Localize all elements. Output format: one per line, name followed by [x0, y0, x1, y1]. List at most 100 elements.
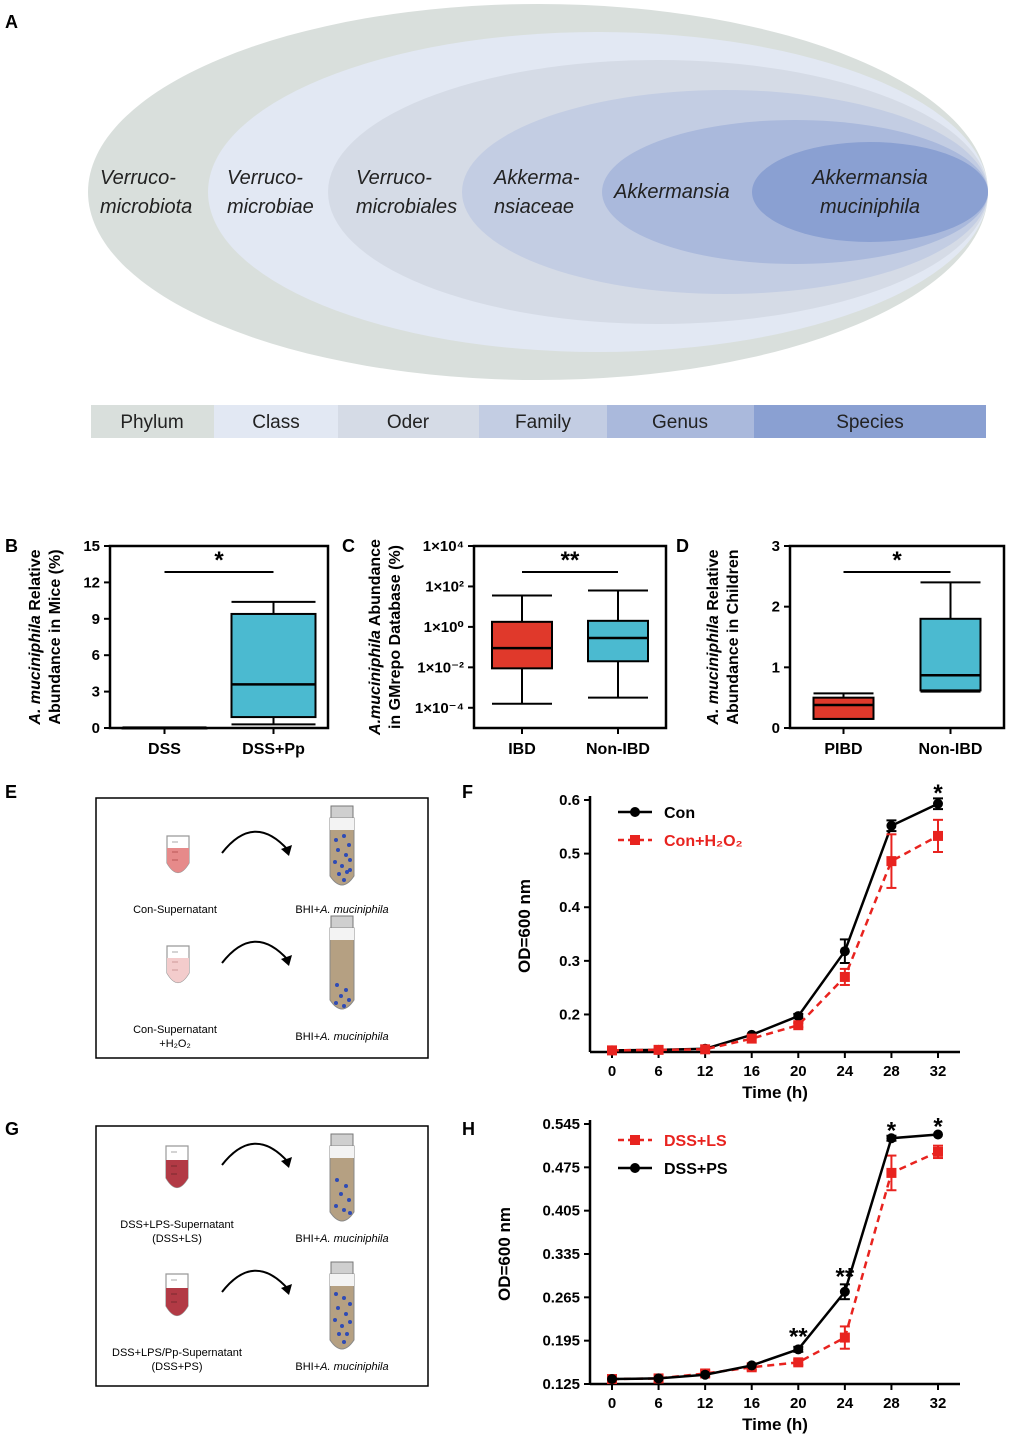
x-tick-label: DSS: [148, 741, 181, 758]
significance-marker: **: [561, 547, 580, 574]
y-tick-label: 0.125: [542, 1376, 580, 1393]
x-tick-label: 16: [743, 1395, 760, 1412]
data-point: [653, 1373, 664, 1384]
y-tick-label: 0.6: [559, 792, 580, 809]
rank-cell-genus: [607, 405, 754, 438]
rank-label-class: Class: [252, 412, 300, 433]
y-axis-label-line2: in GMrepo Database (%): [387, 545, 404, 729]
chart-b: 0 3 6 9 12 15 DSS DSS+Pp * A. muciniphila Relativ…: [27, 538, 330, 758]
rank-label-species: Species: [836, 412, 904, 433]
data-point: [886, 1167, 897, 1178]
panel-label-b: B: [5, 536, 18, 556]
x-tick-label: 6: [654, 1063, 662, 1080]
data-point: [607, 1045, 617, 1056]
label-g-left2-line2: (DSS+PS): [151, 1361, 202, 1373]
legend-label: Con+H₂O₂: [664, 833, 743, 850]
y-axis-label-rest: Relative: [27, 549, 44, 615]
chart-h: 0.125 0.195 0.265 0.335 0.405 0.475 0.545 0 6 12 1…: [495, 1114, 960, 1434]
legend-marker: [630, 835, 640, 845]
label-g-right2-species: A. muciniphila: [319, 1361, 388, 1373]
arrow-e2: [221, 940, 289, 964]
y-tick-label: 1×10⁴: [423, 538, 464, 555]
data-point: [839, 946, 850, 957]
x-tick-label: 28: [883, 1063, 900, 1080]
y-axis-label-rest: Relative: [705, 549, 722, 615]
y-tick-label: 6: [92, 647, 100, 664]
y-tick-label: 1: [772, 659, 780, 676]
data-point: [793, 1011, 804, 1022]
chart-c: 1×10⁻⁴ 1×10⁻² 1×10⁰ 1×10² 1×10⁴ IBD Non-IBD ** A…: [367, 538, 668, 758]
significance-marker: **: [836, 1263, 855, 1290]
tube-con-supernatant: [166, 835, 190, 874]
rank-cell-phylum: [91, 405, 214, 438]
y-tick-label: 0.195: [542, 1333, 580, 1350]
box: [812, 696, 875, 720]
box: [919, 617, 982, 692]
data-point: [793, 1357, 804, 1368]
arrow-e1: [221, 830, 289, 854]
series-line: [611, 1150, 939, 1381]
data-point: [746, 1360, 757, 1371]
schematic-e-frame: [95, 797, 429, 1059]
taxon-species-line2: muciniphila: [820, 196, 920, 218]
taxon-species-line1: Akkermansia: [811, 167, 928, 189]
y-tick-label: 3: [92, 684, 100, 701]
data-point: [933, 830, 943, 841]
label-g-right1-prefix: BHI+: [295, 1233, 320, 1245]
significance-marker: *: [214, 547, 224, 574]
significance-marker: *: [933, 1114, 943, 1141]
panel-label-h: H: [462, 1119, 475, 1139]
label-e-right1-prefix: BHI+: [295, 904, 320, 916]
y-tick-label: 0.545: [542, 1116, 580, 1133]
panel-label-d: D: [676, 536, 689, 556]
box: [491, 620, 553, 670]
y-tick-label: 1×10⁻⁴: [415, 700, 464, 717]
x-tick-label: Non-IBD: [586, 741, 650, 758]
x-tick-label: 20: [790, 1395, 807, 1412]
data-point: [933, 1129, 943, 1140]
rank-cell-class: [214, 405, 338, 438]
y-tick-label: 2: [772, 599, 780, 616]
legend-label: DSS+PS: [664, 1161, 728, 1178]
rank-label-genus: Genus: [652, 412, 708, 433]
x-tick-label: 6: [654, 1395, 662, 1412]
plot-frame: [788, 544, 1006, 730]
panel-label-a: A: [5, 12, 18, 32]
series-line: [611, 1133, 939, 1381]
arrow-g1: [221, 1142, 289, 1166]
x-tick-label: DSS+Pp: [242, 741, 305, 758]
y-tick-label: 15: [83, 538, 100, 555]
arrow-head-g1: [281, 1157, 292, 1168]
label-g-right2: BHI+A. muciniphila: [295, 1361, 388, 1373]
chart-f: 0.2 0.3 0.4 0.5 0.6 0 6 12 16 20 24 28 32 Time (h) OD=…: [515, 780, 960, 1102]
label-g-right1: BHI+A. muciniphila: [295, 1233, 388, 1245]
rank-cell-order: [338, 405, 479, 438]
y-tick-label: 0.405: [542, 1203, 580, 1220]
series-line: [611, 834, 939, 1052]
taxon-family-line1: Akkerma-: [493, 167, 580, 189]
x-tick-label: 32: [930, 1395, 947, 1412]
label-e-left2-line1: Con-Supernatant: [133, 1024, 217, 1036]
panel-label-e: E: [5, 782, 17, 802]
data-point: [653, 1044, 664, 1055]
y-axis-label: OD=600 nm: [515, 879, 534, 973]
y-tick-label: 0: [772, 720, 780, 737]
tube-bhi-2: [329, 915, 355, 1010]
x-tick-label: 32: [930, 1063, 947, 1080]
y-tick-label: 0.2: [559, 1006, 580, 1023]
x-tick-label: 24: [837, 1395, 854, 1412]
y-tick-label: 12: [83, 574, 100, 591]
arrow-head-g2: [281, 1284, 292, 1295]
y-tick-label: 1×10⁰: [424, 619, 464, 636]
panel-label-c: C: [342, 536, 355, 556]
data-point: [700, 1044, 711, 1055]
x-tick-label: 28: [883, 1395, 900, 1412]
tube-bhi-3: [329, 1133, 355, 1222]
data-point: [886, 820, 897, 831]
y-tick-label: 0.265: [542, 1289, 580, 1306]
schematic-g-frame: [95, 1125, 429, 1387]
data-point: [793, 1020, 804, 1031]
rank-bar: Phylum Class Oder Family Genus Species: [91, 405, 986, 438]
taxon-genus-line1: Akkermansia: [613, 181, 730, 203]
